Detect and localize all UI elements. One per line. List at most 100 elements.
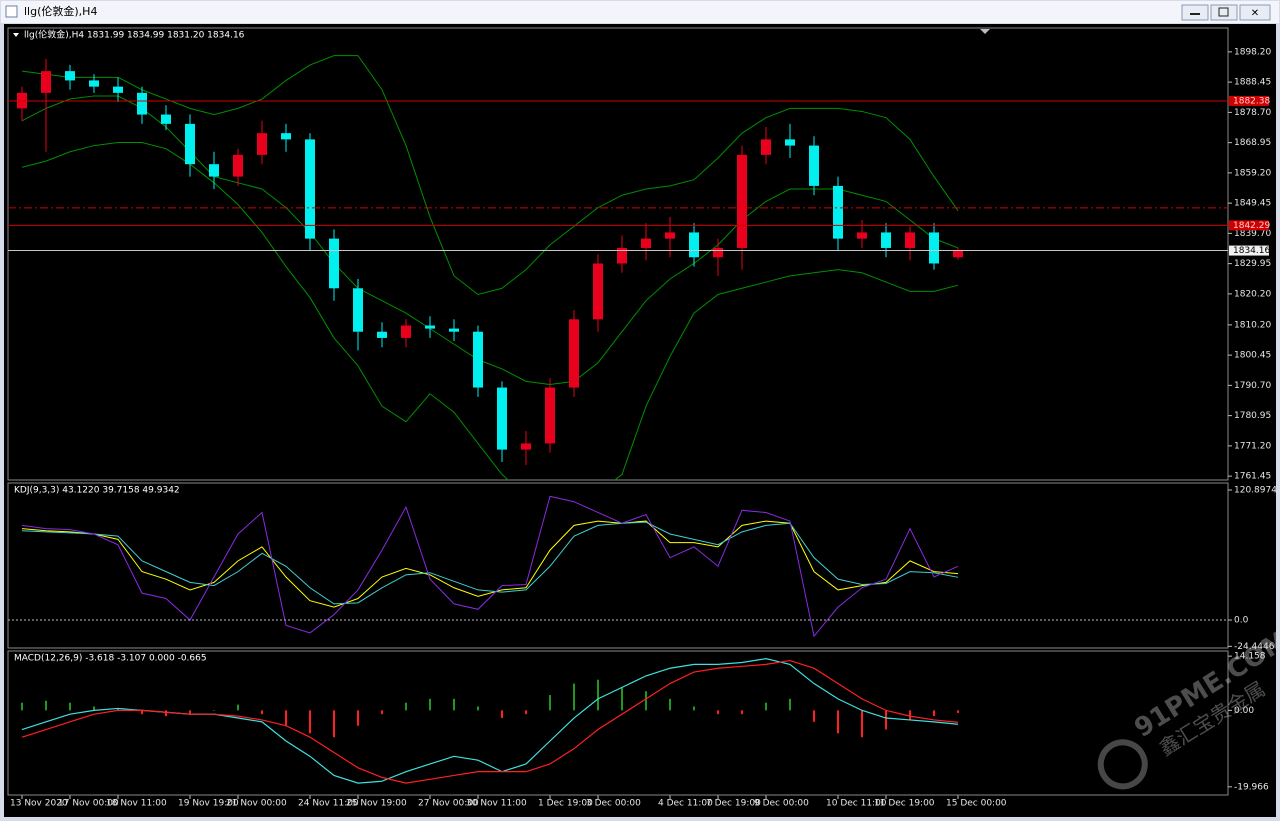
candle-body bbox=[905, 232, 915, 248]
level-label-box bbox=[1229, 95, 1269, 106]
candle-body bbox=[617, 247, 627, 264]
candle-body bbox=[449, 328, 459, 332]
y-tick-label: 1800.45 bbox=[1234, 351, 1271, 361]
level-label: 1882.38 bbox=[1233, 96, 1270, 106]
pane-plot bbox=[17, 55, 963, 480]
histogram-bar bbox=[165, 710, 167, 717]
pane-plot bbox=[21, 658, 959, 784]
histogram-bar bbox=[477, 706, 479, 711]
candle-body bbox=[377, 331, 387, 338]
y-tick-label: -24.4446 bbox=[1234, 642, 1275, 652]
candle-body bbox=[713, 247, 723, 258]
histogram-bar bbox=[285, 710, 287, 726]
histogram-bar bbox=[141, 710, 143, 715]
histogram-bar bbox=[21, 702, 23, 711]
watermark-logo bbox=[1097, 739, 1148, 790]
histogram-bar bbox=[357, 710, 359, 726]
y-tick-label: 1780.95 bbox=[1234, 411, 1271, 421]
candle-body bbox=[953, 250, 963, 258]
candle-body bbox=[593, 263, 603, 320]
histogram-bar bbox=[621, 687, 623, 711]
candle-body bbox=[161, 114, 171, 124]
histogram-bar bbox=[813, 710, 815, 722]
x-tick-label: 25 Nov 19:00 bbox=[346, 799, 407, 809]
x-tick-label: 17 Nov 00:00 bbox=[58, 799, 119, 809]
indicator-line bbox=[21, 521, 959, 605]
candle-body bbox=[545, 387, 555, 444]
candle-body bbox=[425, 325, 435, 329]
candle-body bbox=[89, 80, 99, 87]
histogram-bar bbox=[69, 702, 71, 711]
current-price-label: 1834.16 bbox=[1233, 246, 1270, 256]
y-tick-label: 1829.95 bbox=[1234, 259, 1271, 269]
histogram-bar bbox=[669, 698, 671, 711]
indicator-line bbox=[21, 520, 959, 608]
y-tick-label: 1790.70 bbox=[1234, 381, 1271, 391]
y-tick-label: 120.8974 bbox=[1234, 485, 1277, 495]
histogram-bar bbox=[429, 698, 431, 711]
indicator-line bbox=[21, 659, 959, 784]
y-tick-label: 0.0 bbox=[1234, 616, 1249, 626]
candle-body bbox=[353, 288, 363, 332]
histogram-bar bbox=[261, 710, 263, 715]
x-tick-label: 19 Nov 19:00 bbox=[178, 799, 239, 809]
y-tick-label: 0.00 bbox=[1234, 706, 1254, 716]
pane-frame bbox=[7, 482, 1229, 649]
histogram-bar bbox=[885, 710, 887, 730]
histogram-bar bbox=[957, 710, 959, 713]
indicator-line bbox=[21, 495, 959, 638]
current-price-box bbox=[1229, 245, 1269, 256]
histogram-bar bbox=[213, 710, 215, 711]
candle-body bbox=[185, 123, 195, 165]
histogram-bar bbox=[597, 679, 599, 711]
restore-glyph bbox=[1218, 7, 1229, 17]
x-tick-label: 10 Dec 11:00 bbox=[826, 799, 887, 809]
candle-body bbox=[473, 331, 483, 388]
title-bar bbox=[1, 1, 1279, 23]
candle-body bbox=[305, 139, 315, 239]
close-button[interactable] bbox=[1239, 4, 1271, 21]
pane-frame bbox=[7, 650, 1229, 796]
histogram-bar bbox=[645, 691, 647, 711]
histogram-bar bbox=[93, 706, 95, 711]
histogram-bar bbox=[933, 710, 935, 717]
chart-background bbox=[4, 24, 1276, 817]
y-tick-label: 1888.45 bbox=[1234, 78, 1271, 88]
restore-button[interactable] bbox=[1210, 4, 1238, 21]
histogram-bar bbox=[525, 710, 527, 715]
candle-body bbox=[233, 154, 243, 177]
histogram-bar bbox=[405, 702, 407, 711]
minimize-button[interactable] bbox=[1181, 4, 1209, 21]
y-tick-label: 1849.45 bbox=[1234, 199, 1271, 209]
histogram-bar bbox=[717, 710, 719, 715]
candle-body bbox=[761, 139, 771, 155]
histogram-bar bbox=[309, 710, 311, 734]
x-tick-label: 9 Dec 00:00 bbox=[754, 799, 809, 809]
shift-marker bbox=[980, 29, 990, 34]
candle-body bbox=[737, 154, 747, 248]
level-label: 1842.29 bbox=[1233, 221, 1270, 231]
y-tick-label: -19.966 bbox=[1234, 782, 1269, 792]
candle-body bbox=[209, 164, 219, 177]
y-tick-label: 1771.20 bbox=[1234, 441, 1271, 451]
histogram-bar bbox=[237, 704, 239, 711]
histogram-bar bbox=[789, 698, 791, 711]
histogram-bar bbox=[333, 710, 335, 738]
candle-body bbox=[65, 71, 75, 81]
window-title: llg(伦敦金),H4 bbox=[24, 4, 97, 18]
x-tick-label: 3 Dec 00:00 bbox=[586, 799, 641, 809]
candle-body bbox=[857, 232, 867, 239]
level-label-box bbox=[1229, 220, 1269, 231]
x-tick-label: 27 Nov 00:00 bbox=[418, 799, 479, 809]
bollinger-band bbox=[21, 95, 959, 385]
y-tick-label: 1820.20 bbox=[1234, 289, 1271, 299]
histogram-bar bbox=[501, 710, 503, 719]
candle-body bbox=[641, 238, 651, 248]
pane-plot bbox=[21, 495, 959, 638]
candle-body bbox=[41, 71, 51, 93]
histogram-bar bbox=[549, 695, 551, 711]
y-tick-label: 1839.70 bbox=[1234, 229, 1271, 239]
x-tick-label: 7 Dec 19:00 bbox=[706, 799, 761, 809]
x-tick-label: 30 Nov 11:00 bbox=[466, 799, 527, 809]
